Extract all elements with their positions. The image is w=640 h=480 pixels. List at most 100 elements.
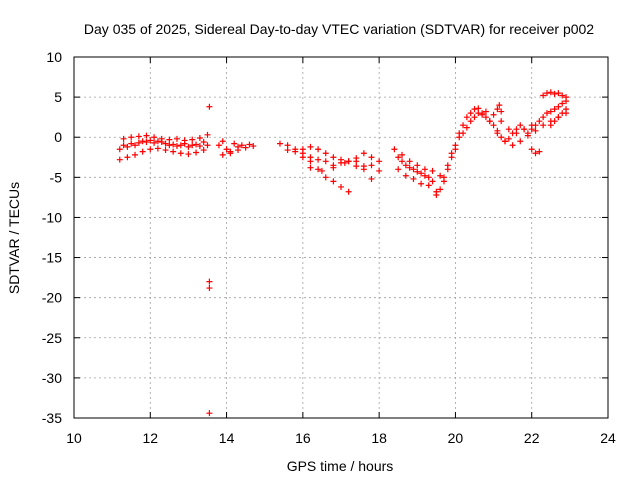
data-point <box>315 166 322 173</box>
data-point <box>206 410 213 417</box>
data-point <box>528 122 535 129</box>
data-point <box>173 135 180 142</box>
x-tick-label: 14 <box>219 430 235 446</box>
chart-title: Day 035 of 2025, Sidereal Day-to-day VTE… <box>84 21 594 37</box>
data-point <box>555 114 562 121</box>
data-point <box>135 139 142 146</box>
y-tick-label: -15 <box>42 250 62 266</box>
data-point <box>173 143 180 150</box>
data-point <box>170 148 177 155</box>
data-point <box>330 154 337 161</box>
data-point <box>452 146 459 153</box>
data-point <box>318 167 325 174</box>
data-point <box>227 148 234 155</box>
data-point <box>307 164 314 171</box>
data-point <box>559 110 566 117</box>
data-point <box>368 162 375 169</box>
data-point <box>204 131 211 138</box>
data-point <box>124 143 131 150</box>
data-point <box>402 172 409 179</box>
data-point <box>132 142 139 149</box>
data-point <box>494 106 501 113</box>
data-point <box>555 90 562 97</box>
data-point <box>543 110 550 117</box>
data-point <box>433 191 440 198</box>
data-point <box>498 134 505 141</box>
data-point <box>116 156 123 163</box>
data-point <box>498 118 505 125</box>
data-point <box>471 114 478 121</box>
data-point <box>551 106 558 113</box>
data-point <box>143 132 150 139</box>
data-point <box>223 146 230 153</box>
x-tick-label: 12 <box>142 430 158 446</box>
data-point <box>307 158 314 165</box>
data-point <box>322 158 329 165</box>
data-point <box>555 103 562 110</box>
data-point <box>429 167 436 174</box>
data-point <box>338 183 344 190</box>
data-point <box>345 188 352 195</box>
y-tick-label: 5 <box>54 89 62 105</box>
data-point <box>284 147 291 154</box>
data-point <box>482 114 489 121</box>
axis-ticks <box>73 56 609 419</box>
data-point <box>505 126 512 133</box>
data-point <box>429 178 436 185</box>
data-point <box>475 110 482 117</box>
data-point <box>540 92 547 99</box>
data-point <box>120 142 127 149</box>
data-point <box>463 114 470 121</box>
data-point <box>513 130 520 137</box>
data-point <box>410 175 417 182</box>
y-tick-labels: 10 5 0 -5 -10 -15 -20 -25 -30 -35 <box>42 49 62 426</box>
data-point <box>292 148 299 155</box>
data-point <box>460 130 467 137</box>
data-point <box>135 133 142 140</box>
y-tick-label: -30 <box>42 370 62 386</box>
data-point <box>196 143 203 150</box>
data-point <box>467 110 474 117</box>
data-point <box>494 127 501 134</box>
data-point <box>177 150 184 157</box>
data-point <box>509 142 516 149</box>
data-point <box>543 90 550 97</box>
data-point <box>563 106 570 113</box>
data-point <box>185 143 192 150</box>
data-point <box>177 142 184 149</box>
data-point <box>551 90 558 97</box>
data-point <box>315 156 322 163</box>
data-point <box>360 163 367 170</box>
x-tick-labels: 10 12 14 16 18 20 22 24 <box>66 430 616 446</box>
data-point <box>425 174 432 181</box>
x-tick-label: 16 <box>295 430 311 446</box>
data-point <box>345 158 352 165</box>
data-point <box>559 92 566 99</box>
data-point <box>353 158 360 165</box>
data-point <box>341 159 348 166</box>
data-point <box>193 149 200 156</box>
data-point <box>231 140 238 147</box>
data-point <box>299 146 306 153</box>
data-point <box>189 142 196 149</box>
data-point <box>162 147 169 154</box>
data-point <box>246 141 253 148</box>
data-point <box>154 145 161 152</box>
x-tick-label: 22 <box>524 430 540 446</box>
data-point <box>540 122 547 129</box>
data-point <box>559 100 566 107</box>
data-point <box>147 146 154 153</box>
data-point <box>418 170 425 177</box>
data-point <box>200 147 207 154</box>
data-point <box>206 278 213 285</box>
data-point <box>162 140 169 147</box>
y-tick-label: -20 <box>42 290 62 306</box>
data-point <box>120 135 127 142</box>
y-tick-label: 10 <box>46 49 62 65</box>
data-point <box>399 151 406 158</box>
data-point <box>521 126 528 133</box>
data-point <box>391 146 398 153</box>
data-point <box>540 114 547 121</box>
x-tick-label: 18 <box>371 430 387 446</box>
